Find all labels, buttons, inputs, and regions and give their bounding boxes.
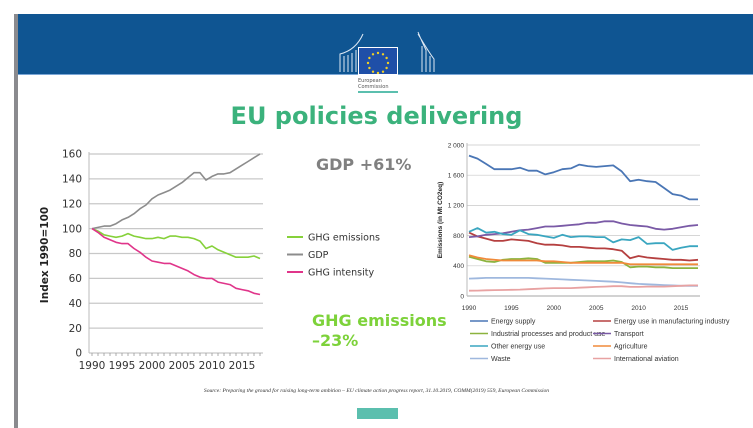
series-line-waste <box>468 276 698 287</box>
x-tick-label: 1990 <box>79 360 106 372</box>
y-tick-label: 140 <box>62 174 82 186</box>
series-line-ghg-emissions <box>91 227 261 260</box>
legend-label: Energy supply <box>491 318 536 325</box>
y-tick-label: 0 <box>75 348 82 360</box>
x-tick-label: 2010 <box>631 305 646 312</box>
legend-label: Other energy use <box>491 343 545 350</box>
y-axis-label: Emissions (in Mt CO2eq) <box>437 182 444 259</box>
x-tick-label: 2015 <box>229 360 256 372</box>
legend-label: International aviation <box>614 356 679 363</box>
y-tick-label: 40 <box>69 298 82 310</box>
y-tick-label: 2 000 <box>448 142 465 149</box>
x-tick-label: 1990 <box>462 305 477 312</box>
legend-label: Transport <box>614 331 644 338</box>
y-tick-label: 20 <box>69 323 82 335</box>
footer-tab <box>357 408 398 419</box>
y-tick-label: 80 <box>69 248 82 260</box>
legend-label: Energy use in manufacturing industry <box>614 318 730 325</box>
x-tick-label: 2005 <box>169 360 196 372</box>
commission-building-logo <box>339 31 435 72</box>
slide-edge <box>14 14 18 428</box>
series-line-energy-use-in-manufacturing-industry <box>468 231 699 262</box>
y-tick-label: 1 200 <box>448 203 465 210</box>
y-tick-label: 100 <box>62 223 82 235</box>
y-tick-label: 0 <box>460 293 464 300</box>
y-axis-label: Index 1990=100 <box>39 207 51 303</box>
series-line-ghg-intensity <box>91 227 261 296</box>
legend-label: Industrial processes and product use <box>491 331 606 338</box>
series-line-international-aviation <box>468 284 698 292</box>
source-citation: Source: Preparing the ground for raising… <box>203 388 550 394</box>
x-tick-label: 2010 <box>199 360 226 372</box>
series-line-energy-supply <box>468 154 698 201</box>
series-line-gdp <box>91 153 261 230</box>
series-line-industrial-processes-and-product-use <box>468 255 698 270</box>
series-line-transport <box>468 220 699 238</box>
series-line-agriculture <box>468 254 698 266</box>
legend-label: GHG emissions <box>308 232 380 243</box>
y-tick-label: 60 <box>69 273 82 285</box>
gdp-note: GDP +61% <box>316 155 412 174</box>
legend-label: Waste <box>491 356 511 363</box>
eu-flag-icon <box>358 47 398 75</box>
slide-title: EU policies delivering <box>230 102 523 130</box>
ghg-note-line1: GHG emissions <box>312 311 447 330</box>
legend-label: Agriculture <box>614 343 648 350</box>
ghg-note: GHG emissions –23% <box>312 311 447 351</box>
legend-label: GHG intensity <box>308 267 374 278</box>
y-tick-label: 160 <box>62 149 82 161</box>
x-tick-label: 2000 <box>139 360 166 372</box>
x-tick-label: 1995 <box>109 360 136 372</box>
series-line-other-energy-use <box>468 227 698 251</box>
logo-text-line2: Commission <box>358 84 389 90</box>
y-tick-label: 400 <box>453 263 464 270</box>
legend-label: GDP <box>308 250 329 261</box>
x-tick-label: 1995 <box>504 305 519 312</box>
y-tick-label: 120 <box>62 198 82 210</box>
x-tick-label: 2000 <box>547 305 562 312</box>
logo-underline <box>358 91 398 93</box>
y-tick-label: 800 <box>453 233 464 240</box>
logo-text: European Commission <box>358 78 389 90</box>
ghg-note-line2: –23% <box>312 331 359 350</box>
x-tick-label: 2015 <box>674 305 689 312</box>
x-tick-label: 2005 <box>589 305 604 312</box>
y-tick-label: 1 600 <box>448 172 465 179</box>
logo-text-line1: European <box>358 78 382 84</box>
